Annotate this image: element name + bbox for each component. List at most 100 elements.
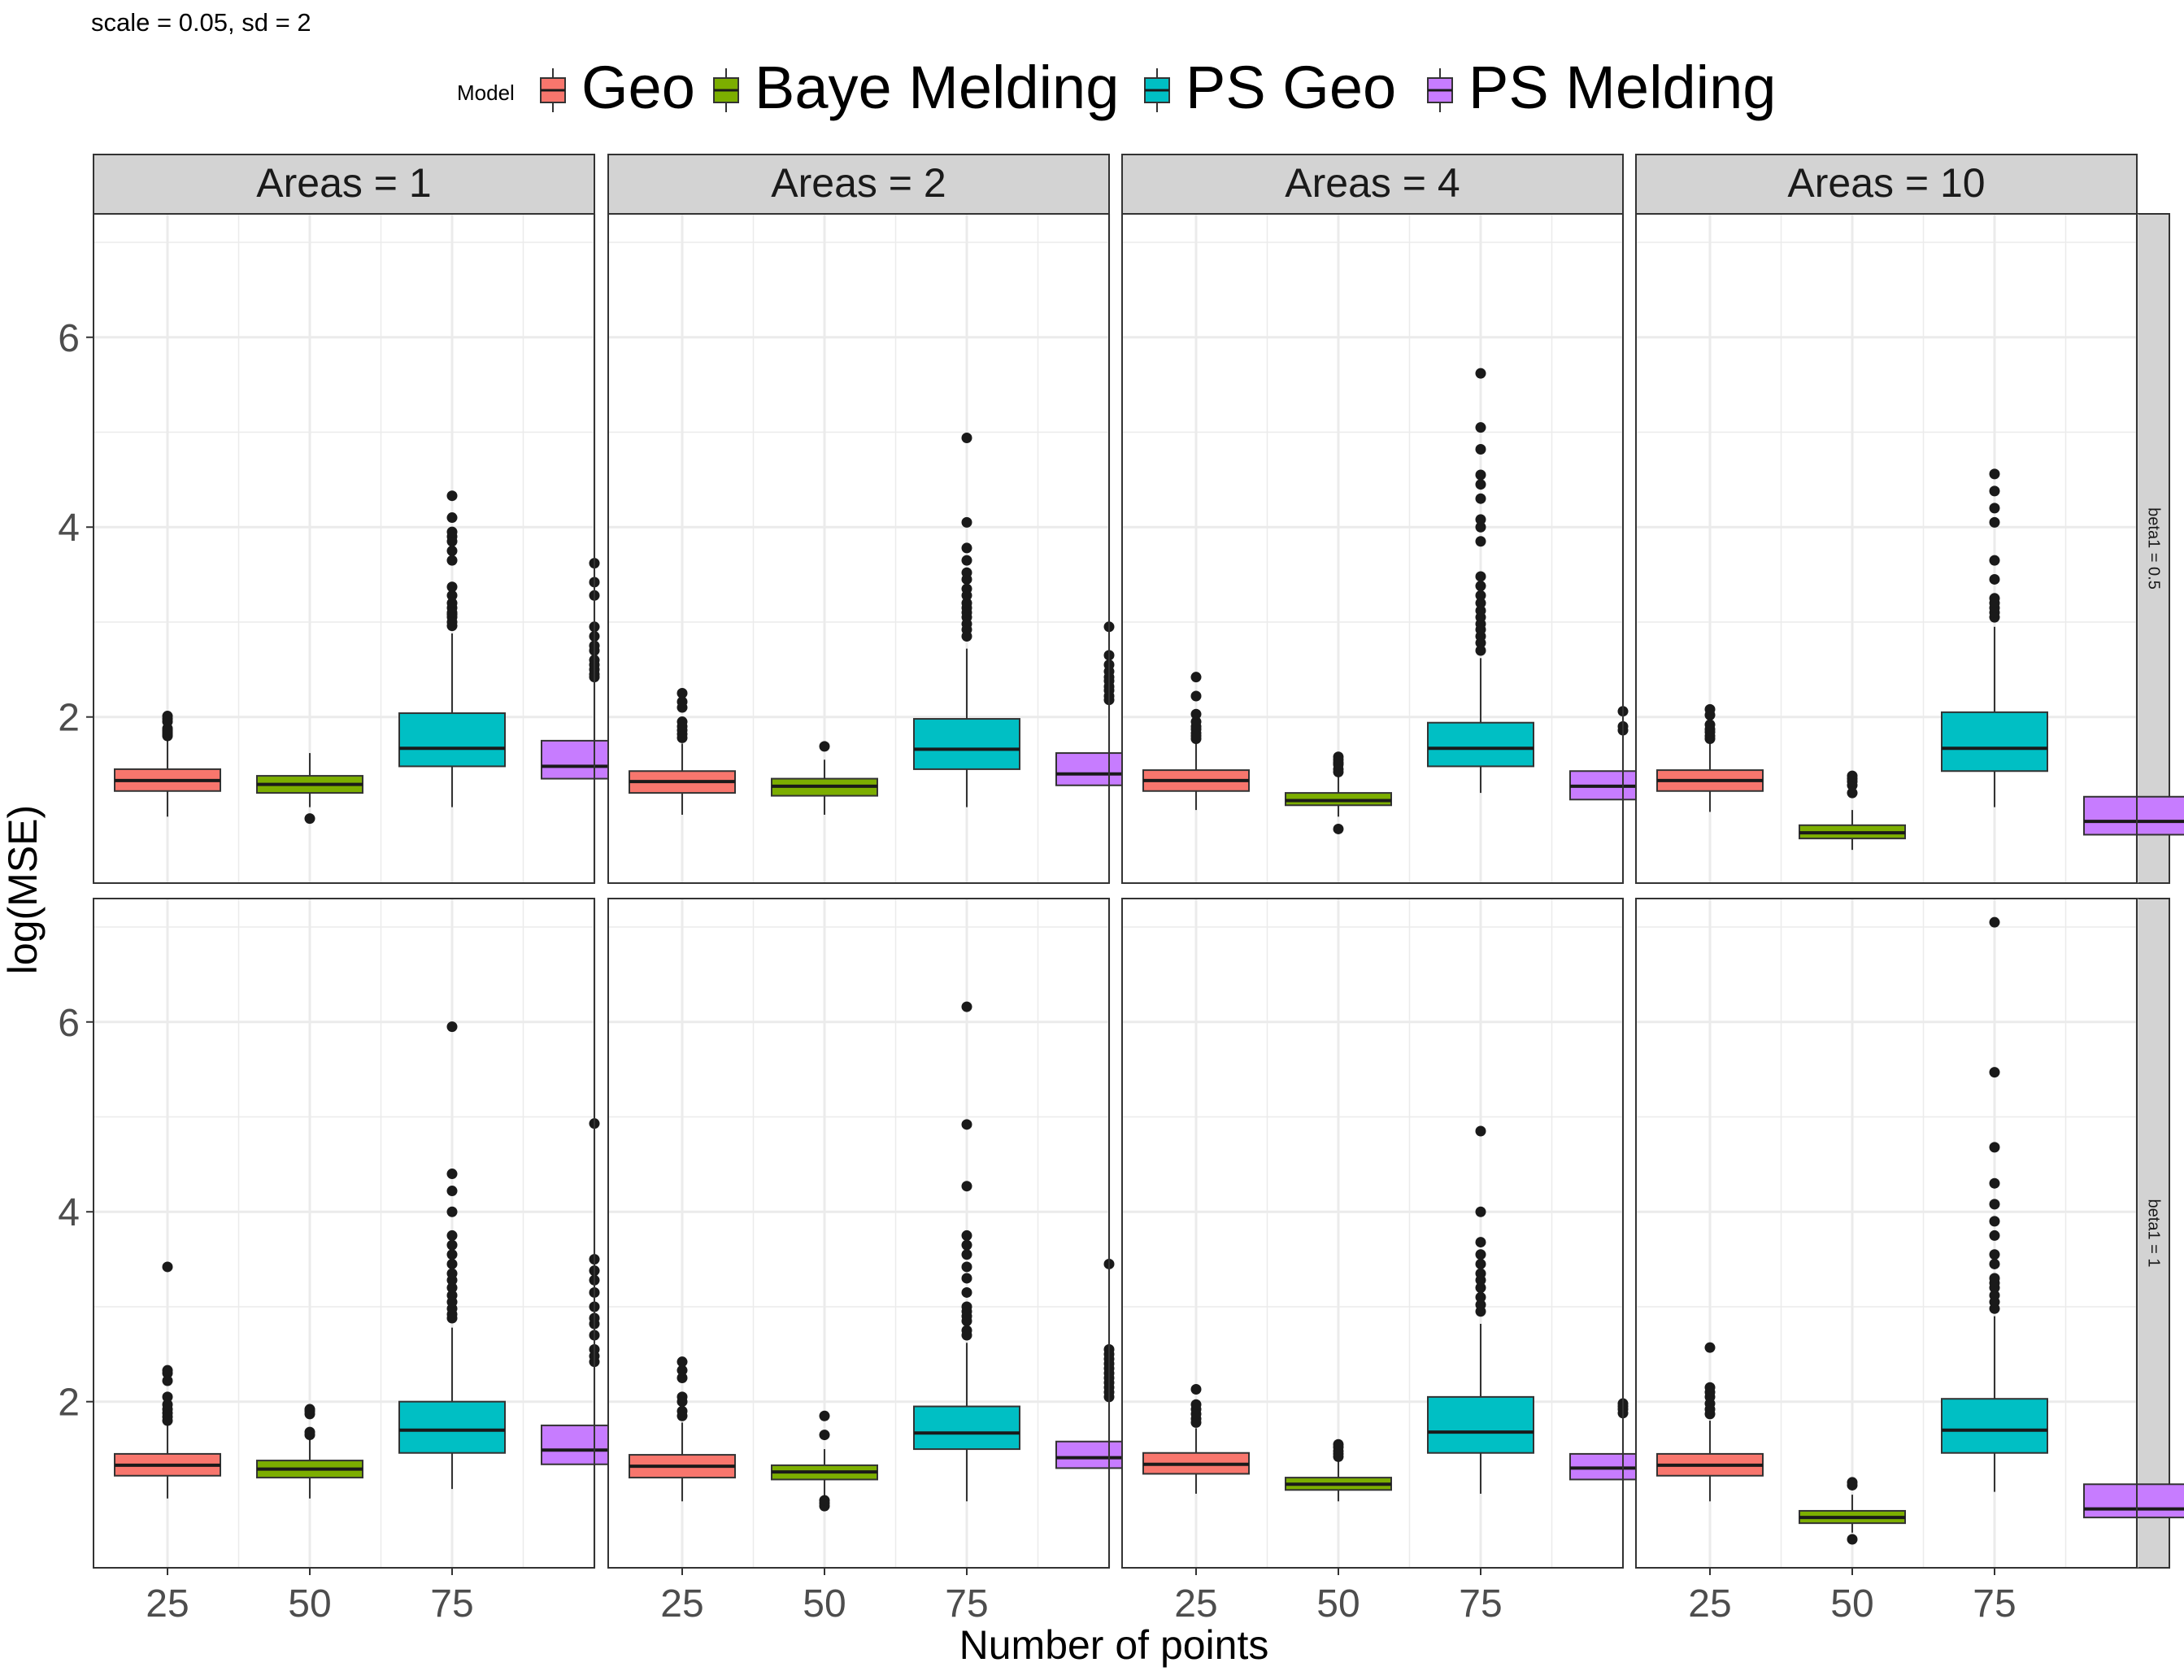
boxplot-ps-geo [913, 433, 1020, 807]
outlier-point [1847, 1534, 1858, 1545]
outlier-point [677, 1391, 688, 1403]
outlier-point [677, 1356, 688, 1368]
outlier-point [961, 1286, 972, 1298]
boxplot-ps-geo [398, 490, 506, 807]
panel-border [1121, 898, 1624, 1569]
facet-strip-bg [93, 154, 595, 215]
legend-title: Model [457, 81, 515, 105]
outlier-point [961, 1301, 972, 1312]
panel-border [1121, 213, 1624, 884]
outlier-point [1475, 514, 1486, 525]
outlier-point [677, 1364, 688, 1376]
outlier-point [1475, 581, 1486, 592]
outlier-point [446, 1169, 458, 1180]
outlier-point [1475, 368, 1486, 379]
outlier-point [446, 1268, 458, 1279]
outlier-point [1333, 1438, 1344, 1450]
outlier-point [677, 1405, 688, 1417]
outlier-point [1704, 1382, 1716, 1393]
facet-strip-label: Areas = 1 [256, 160, 431, 206]
outlier-point [446, 1258, 458, 1269]
y-tick-label: 4 [58, 1191, 80, 1234]
outlier-point [162, 711, 173, 722]
outlier-point [961, 1325, 972, 1336]
outlier-point [1704, 1342, 1716, 1353]
outlier-point [1190, 672, 1202, 683]
outlier-point [162, 1391, 173, 1403]
outlier-point [1333, 751, 1344, 763]
outlier-point [1190, 708, 1202, 720]
outlier-point [1989, 1290, 2000, 1301]
outlier-point [446, 1290, 458, 1301]
facet-grid: Areas = 1 Areas = 2 Areas = 4 Areas = 10 bet… [58, 154, 2184, 1626]
legend-label-geo: Geo [581, 54, 695, 121]
panel-border [1635, 213, 2138, 884]
boxplot-geo [114, 1261, 221, 1499]
outlier-point [304, 1426, 315, 1438]
facet-strip-areas-4: Areas = 4 [1121, 154, 1624, 215]
outlier-point [446, 598, 458, 609]
outlier-point [961, 1001, 972, 1012]
facet-row-strip-label: beta1 = 0.5 [2145, 507, 2163, 590]
panel-border [1635, 898, 2138, 1569]
boxplot-baye-melding [256, 753, 363, 825]
boxplot-geo [1656, 703, 1764, 812]
panel-beta1-0-5-areas-2 [607, 213, 1163, 884]
x-axis-label: Number of points [959, 1622, 1269, 1668]
y-axis-label: log(MSE) [0, 805, 46, 974]
box-iqr [398, 1400, 506, 1454]
outlier-point [1475, 1299, 1486, 1311]
y-tick-label: 4 [58, 507, 80, 550]
panel-border [93, 213, 595, 884]
outlier-point [961, 542, 972, 554]
outlier-point [961, 1239, 972, 1251]
outlier-point [304, 1404, 315, 1415]
outlier-point [446, 1249, 458, 1260]
outlier-point [1475, 469, 1486, 481]
x-tick-label: 50 [288, 1582, 331, 1626]
outlier-point [1989, 1216, 2000, 1227]
outlier-point [1190, 716, 1202, 728]
panel-beta1-0-5-areas-10 [1635, 213, 2184, 884]
panel-border [93, 898, 595, 1569]
outlier-point [1190, 690, 1202, 702]
x-tick-label: 75 [1973, 1582, 2016, 1626]
facet-strip-label: Areas = 10 [1787, 160, 1985, 206]
outlier-point [1475, 1258, 1486, 1269]
box-iqr [1941, 711, 2048, 773]
legend-item-ps-geo: PS Geo [1144, 54, 1396, 121]
facet-row-strip-bg [2136, 898, 2170, 1569]
outlier-point [1475, 493, 1486, 504]
outlier-point [1704, 719, 1716, 730]
outlier-point [1989, 573, 2000, 585]
outlier-point [446, 581, 458, 593]
outlier-point [1475, 1291, 1486, 1303]
outlier-point [1475, 571, 1486, 582]
outlier-point [1190, 1384, 1202, 1395]
panel-beta1-1-areas-4 [1121, 898, 1677, 1569]
outlier-point [1989, 1273, 2000, 1284]
facet-strip-areas-2: Areas = 2 [607, 154, 1110, 215]
outlier-point [446, 512, 458, 524]
outlier-point [1475, 422, 1486, 433]
x-tick-label: 25 [146, 1582, 189, 1626]
outlier-point [1989, 1177, 2000, 1189]
boxplot-geo [629, 1356, 736, 1502]
panel-beta1-1-areas-10 [1635, 898, 2184, 1569]
x-tick-label: 25 [1174, 1582, 1217, 1626]
outlier-point [1989, 916, 2000, 928]
boxplot-baye-melding [771, 1410, 878, 1512]
outlier-point [819, 1430, 830, 1441]
outlier-point [1475, 1125, 1486, 1137]
facet-row-strip-beta1-1: beta1 = 1 [2136, 898, 2170, 1569]
outlier-point [446, 1282, 458, 1294]
outlier-point [961, 516, 972, 528]
facet-strip-bg [607, 154, 1110, 215]
x-tick-label: 50 [1316, 1582, 1360, 1626]
outlier-point [1989, 1258, 2000, 1269]
panel-border [607, 213, 1110, 884]
outlier-point [819, 1495, 830, 1506]
y-tick-label: 2 [58, 697, 80, 740]
chart-subtitle: scale = 0.05, sd = 2 [91, 8, 311, 37]
